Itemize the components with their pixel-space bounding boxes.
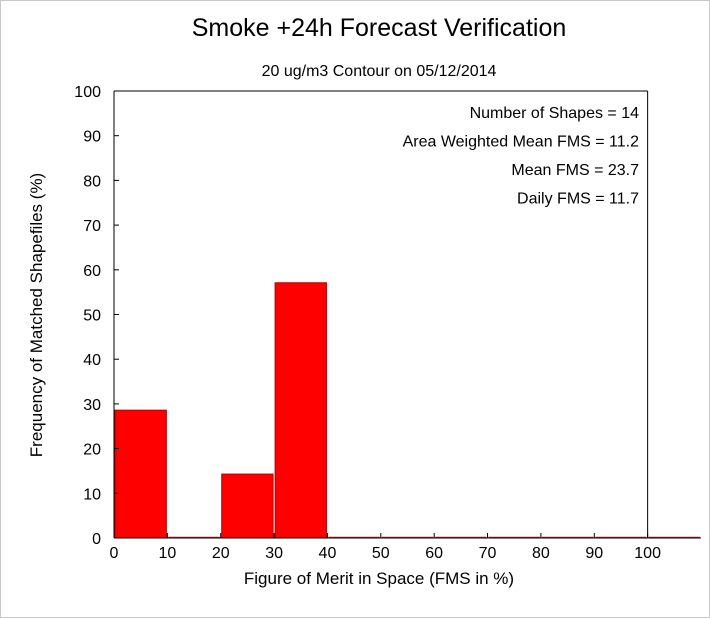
x-tick-label-100: 100 bbox=[634, 545, 661, 562]
y-tick-label-10: 10 bbox=[83, 486, 101, 503]
bar-0 bbox=[114, 409, 167, 539]
x-tick-label-90: 90 bbox=[585, 545, 603, 562]
x-tick-label-30: 30 bbox=[265, 545, 283, 562]
x-tick-label-40: 40 bbox=[319, 545, 337, 562]
x-tick-label-50: 50 bbox=[372, 545, 390, 562]
stat-annotation-0: Number of Shapes = 14 bbox=[470, 105, 640, 122]
y-tick-label-50: 50 bbox=[83, 308, 101, 325]
y-axis-label: Frequency of Matched Shapefiles (%) bbox=[27, 173, 46, 457]
stat-annotation-3: Daily FMS = 11.7 bbox=[517, 191, 639, 208]
y-tick-label-100: 100 bbox=[74, 84, 101, 101]
chart-title: Smoke +24h Forecast Verification bbox=[192, 14, 567, 42]
bar-3 bbox=[274, 282, 327, 539]
y-tick-label-70: 70 bbox=[83, 218, 101, 235]
x-tick-label-0: 0 bbox=[110, 545, 119, 562]
x-tick-label-80: 80 bbox=[532, 545, 550, 562]
x-tick-label-20: 20 bbox=[212, 545, 230, 562]
y-tick-label-40: 40 bbox=[83, 352, 101, 369]
y-tick-label-0: 0 bbox=[92, 531, 101, 548]
x-tick-label-70: 70 bbox=[479, 545, 497, 562]
y-tick-label-80: 80 bbox=[83, 173, 101, 190]
bar-2 bbox=[221, 473, 274, 539]
axes-group bbox=[113, 90, 701, 539]
stat-annotation-2: Mean FMS = 23.7 bbox=[511, 162, 639, 179]
y-tick-label-20: 20 bbox=[83, 442, 101, 459]
y-tick-label-30: 30 bbox=[83, 397, 101, 414]
stats-annotations: Number of Shapes = 14 Area Weighted Mean … bbox=[403, 105, 640, 208]
y-tick-label-60: 60 bbox=[83, 263, 101, 280]
ticks-group: 0 10 20 30 40 50 60 70 80 90 100 0 10 20 30 40 50 60 70 80 9… bbox=[74, 84, 661, 562]
x-axis-label: Figure of Merit in Space (FMS in %) bbox=[244, 569, 514, 588]
stat-annotation-1: Area Weighted Mean FMS = 11.2 bbox=[403, 134, 640, 151]
y-tick-label-90: 90 bbox=[83, 129, 101, 146]
bars-group bbox=[114, 282, 700, 539]
chart-subtitle: 20 ug/m3 Contour on 05/12/2014 bbox=[262, 63, 497, 80]
x-tick-label-10: 10 bbox=[158, 545, 176, 562]
x-tick-label-60: 60 bbox=[425, 545, 443, 562]
